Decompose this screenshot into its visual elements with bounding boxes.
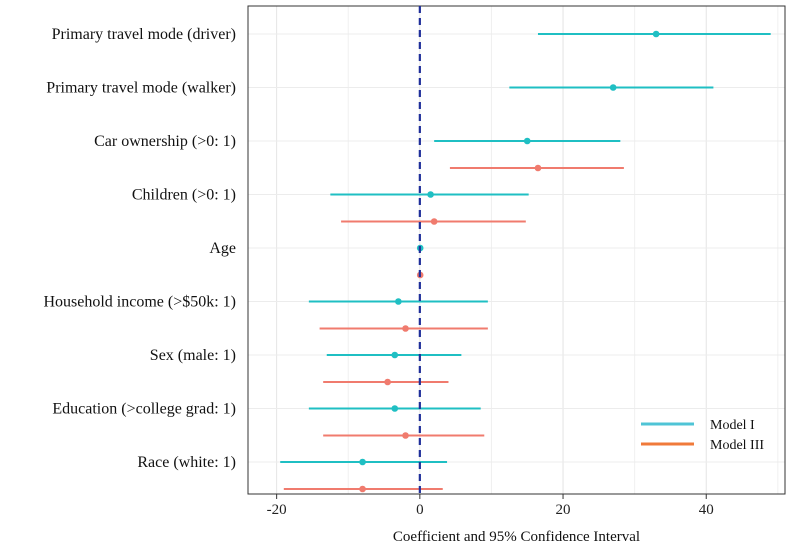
category-label: Sex (male: 1): [150, 347, 236, 364]
category-label: Children (>0: 1): [132, 187, 236, 204]
category-label: Car ownership (>0: 1): [94, 133, 236, 150]
point-estimate: [359, 458, 366, 466]
point-estimate: [391, 405, 399, 412]
category-label: Education (>college grad: 1): [52, 401, 236, 418]
data-marks: [280, 30, 771, 493]
point-estimate: [523, 137, 531, 145]
category-label: Primary travel mode (driver): [52, 26, 236, 43]
point-estimate: [609, 84, 617, 91]
point-estimate: [430, 218, 438, 225]
point-estimate: [652, 30, 660, 38]
category-label: Age: [209, 240, 236, 257]
x-tick-label: -20: [267, 502, 287, 518]
legend: Model I Model III: [641, 418, 764, 453]
plot-border: [247, 5, 786, 495]
category-label: Household income (>$50k: 1): [43, 294, 236, 311]
point-estimate: [359, 485, 366, 493]
legend-label: Model I: [710, 418, 755, 433]
series-model-iii: [283, 164, 624, 493]
point-estimate: [402, 432, 409, 439]
point-estimate: [402, 325, 409, 332]
x-tick-label: 0: [416, 502, 424, 518]
x-tick-label: 40: [699, 502, 714, 518]
x-tick-label: 20: [556, 502, 571, 518]
category-labels: Primary travel mode (driver) Primary trav…: [43, 26, 236, 471]
x-axis-title: Coefficient and 95% Confidence Interval: [393, 529, 640, 545]
category-label: Primary travel mode (walker): [46, 80, 236, 97]
point-estimate: [384, 378, 391, 386]
legend-label: Model III: [710, 438, 764, 453]
x-axis: -20 0 20 40 Coefficient and 95% Confidence I…: [267, 494, 714, 545]
plot-panel: [248, 6, 785, 494]
point-estimate: [534, 164, 542, 172]
category-label: Race (white: 1): [137, 454, 236, 471]
point-estimate: [427, 191, 434, 198]
point-estimate: [395, 298, 402, 305]
point-estimate: [391, 351, 399, 359]
